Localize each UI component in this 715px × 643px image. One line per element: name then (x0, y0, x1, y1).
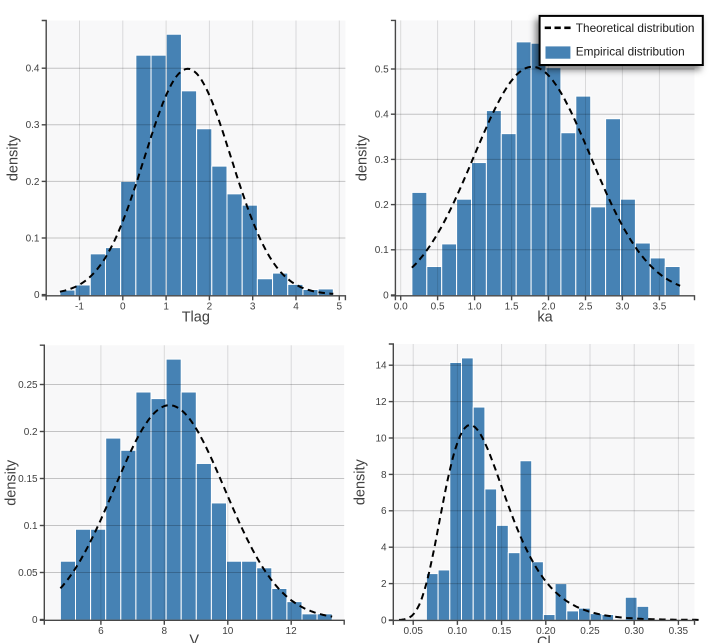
svg-text:4: 4 (293, 302, 299, 313)
svg-text:0.20: 0.20 (536, 626, 556, 637)
svg-text:0.0: 0.0 (394, 302, 408, 313)
svg-text:1.5: 1.5 (505, 302, 519, 313)
svg-text:density: density (353, 458, 369, 505)
svg-text:8: 8 (381, 470, 387, 481)
svg-text:ka: ka (537, 310, 553, 326)
svg-text:3: 3 (250, 302, 256, 313)
svg-text:5: 5 (337, 302, 343, 313)
svg-text:0.2: 0.2 (375, 200, 389, 211)
svg-text:0: 0 (120, 302, 126, 313)
svg-text:0.5: 0.5 (375, 64, 389, 75)
svg-text:2.5: 2.5 (579, 302, 593, 313)
svg-text:0.4: 0.4 (26, 64, 40, 75)
svg-text:12: 12 (286, 626, 298, 637)
svg-text:density: density (4, 459, 20, 506)
svg-text:-1: -1 (75, 302, 84, 313)
svg-text:14: 14 (375, 361, 387, 372)
svg-text:Cl: Cl (537, 635, 551, 643)
svg-text:3.0: 3.0 (615, 302, 629, 313)
svg-text:2: 2 (381, 579, 387, 590)
svg-text:0.1: 0.1 (26, 233, 40, 244)
svg-text:8: 8 (162, 626, 168, 637)
svg-text:0.1: 0.1 (24, 521, 38, 532)
svg-text:0.3: 0.3 (375, 155, 389, 166)
svg-text:0: 0 (32, 615, 38, 626)
svg-text:0.25: 0.25 (580, 626, 600, 637)
svg-text:0: 0 (383, 290, 389, 301)
svg-text:0.4: 0.4 (375, 110, 389, 121)
svg-text:10: 10 (375, 433, 387, 444)
svg-text:V: V (189, 633, 199, 643)
svg-text:1: 1 (163, 302, 169, 313)
svg-text:0.05: 0.05 (403, 626, 423, 637)
svg-text:0.5: 0.5 (431, 302, 445, 313)
svg-text:0.10: 0.10 (448, 626, 468, 637)
svg-text:0.35: 0.35 (669, 626, 689, 637)
svg-text:density: density (355, 134, 371, 181)
svg-text:0.05: 0.05 (18, 568, 38, 579)
svg-text:0.15: 0.15 (492, 626, 512, 637)
svg-text:0: 0 (381, 615, 387, 626)
svg-text:6: 6 (381, 506, 387, 517)
svg-text:0.2: 0.2 (24, 427, 38, 438)
svg-text:Tlag: Tlag (182, 310, 210, 326)
svg-text:Empirical distribution: Empirical distribution (576, 45, 685, 59)
svg-text:4: 4 (381, 543, 387, 554)
svg-text:1.0: 1.0 (468, 302, 482, 313)
svg-text:12: 12 (375, 397, 387, 408)
svg-text:10: 10 (222, 626, 234, 637)
svg-text:2: 2 (207, 302, 213, 313)
svg-text:0: 0 (34, 290, 40, 301)
svg-text:3.5: 3.5 (652, 302, 666, 313)
svg-text:0.15: 0.15 (18, 474, 38, 485)
svg-text:0.1: 0.1 (375, 245, 389, 256)
svg-text:0.3: 0.3 (26, 120, 40, 131)
svg-text:2.0: 2.0 (542, 302, 556, 313)
svg-text:Theoretical distribution: Theoretical distribution (576, 21, 695, 35)
svg-text:6: 6 (98, 626, 104, 637)
svg-text:0.25: 0.25 (18, 380, 38, 391)
svg-text:0.2: 0.2 (26, 177, 40, 188)
svg-text:0.30: 0.30 (624, 626, 644, 637)
svg-text:density: density (6, 134, 22, 181)
